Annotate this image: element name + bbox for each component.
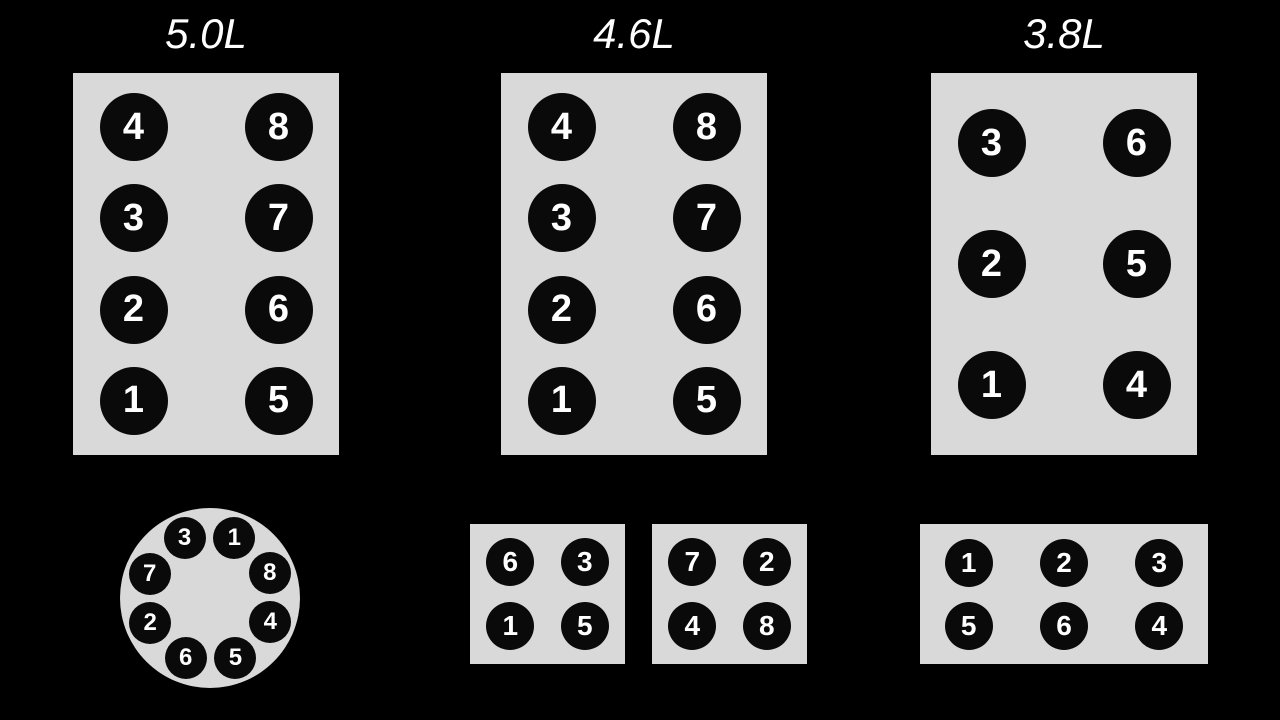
coil-terminal: 4 <box>668 602 716 650</box>
distributor-terminal: 8 <box>249 552 291 594</box>
distributor-terminal: 2 <box>129 602 171 644</box>
cylinder: 1 <box>528 367 596 435</box>
cylinder: 1 <box>100 367 168 435</box>
cylinder: 8 <box>245 93 313 161</box>
coil-terminal: 6 <box>486 538 534 586</box>
coil-terminal: 1 <box>945 539 993 587</box>
coil-terminal: 2 <box>1040 539 1088 587</box>
cylinder: 4 <box>528 93 596 161</box>
distributor-terminal: 6 <box>165 637 207 679</box>
coil-terminal: 3 <box>1135 539 1183 587</box>
cylinder: 3 <box>100 184 168 252</box>
cylinder: 5 <box>673 367 741 435</box>
cylinder: 2 <box>958 230 1026 298</box>
cylinder: 3 <box>958 109 1026 177</box>
coil-terminal: 1 <box>486 602 534 650</box>
distributor-cap: 18 4562 73 <box>120 508 300 688</box>
cylinder: 3 <box>528 184 596 252</box>
coil-terminal: 4 <box>1135 602 1183 650</box>
distributor-terminal: 1 <box>213 517 255 559</box>
cylinder-block-5-0l: 4 8 3 7 2 6 1 5 <box>70 70 342 458</box>
distributor-terminal: 5 <box>214 637 256 679</box>
distributor-terminal: 7 <box>129 553 171 595</box>
engine-title: 3.8L <box>1023 10 1105 58</box>
cylinder-block-4-6l: 4 8 3 7 2 6 1 5 <box>498 70 770 458</box>
engine-column-5-0l: 5.0L 4 8 3 7 2 6 1 5 <box>70 10 342 458</box>
coil-terminal: 8 <box>743 602 791 650</box>
engine-title: 5.0L <box>165 10 247 58</box>
cylinder: 2 <box>528 276 596 344</box>
cylinder: 6 <box>245 276 313 344</box>
coil-pack-4-6l-b: 7 2 4 8 <box>652 524 807 664</box>
distributor-terminal: 4 <box>249 601 291 643</box>
cylinder: 4 <box>1103 351 1171 419</box>
coil-terminal: 6 <box>1040 602 1088 650</box>
distributor-terminal: 3 <box>164 517 206 559</box>
coil-pack-3-8l: 1 2 3 5 6 4 <box>920 524 1208 664</box>
coil-terminal: 7 <box>668 538 716 586</box>
engine-column-4-6l: 4.6L 4 8 3 7 2 6 1 5 <box>498 10 770 458</box>
cylinder: 5 <box>245 367 313 435</box>
coil-pack-4-6l-a: 6 3 1 5 <box>470 524 625 664</box>
engine-column-3-8l: 3.8L 3 6 2 5 1 4 <box>928 10 1200 458</box>
cylinder: 6 <box>673 276 741 344</box>
cylinder: 6 <box>1103 109 1171 177</box>
cylinder: 5 <box>1103 230 1171 298</box>
cylinder: 1 <box>958 351 1026 419</box>
coil-terminal: 2 <box>743 538 791 586</box>
coil-terminal: 5 <box>945 602 993 650</box>
cylinder: 7 <box>673 184 741 252</box>
coil-terminal: 3 <box>561 538 609 586</box>
cylinder: 4 <box>100 93 168 161</box>
cylinder: 2 <box>100 276 168 344</box>
cylinder-block-3-8l: 3 6 2 5 1 4 <box>928 70 1200 458</box>
cylinder: 8 <box>673 93 741 161</box>
engine-title: 4.6L <box>593 10 675 58</box>
coil-terminal: 5 <box>561 602 609 650</box>
cylinder: 7 <box>245 184 313 252</box>
